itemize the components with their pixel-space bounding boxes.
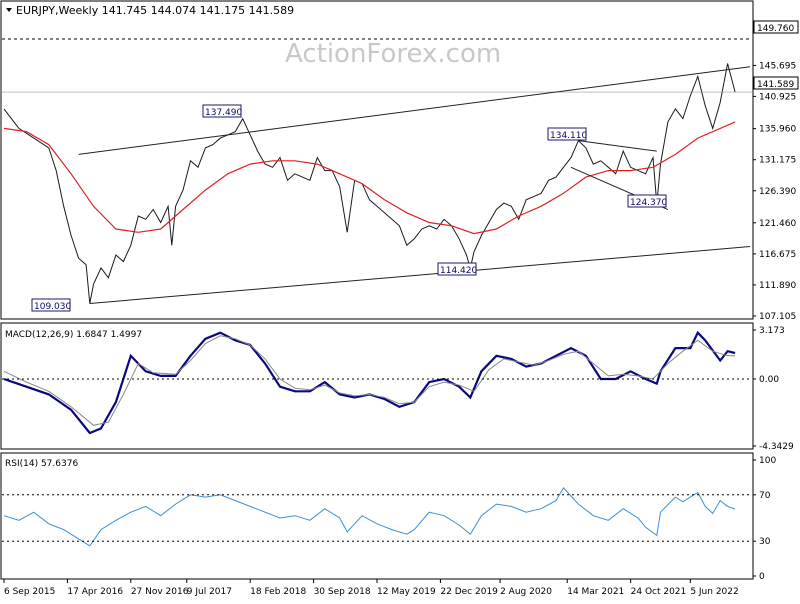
macd-plot: 3.173 0.00 -4.3429 bbox=[2, 326, 794, 452]
rsi-panel-frame bbox=[0, 452, 754, 580]
svg-text:114.420: 114.420 bbox=[440, 266, 477, 276]
y-tick-label: 70 bbox=[759, 491, 771, 501]
x-tick-label: 24 Oct 2021 bbox=[631, 587, 687, 597]
x-tick-label: 22 Dec 2019 bbox=[440, 587, 498, 597]
series-line-2-0 bbox=[3, 486, 736, 547]
y-tick-label: 145.695 bbox=[759, 61, 796, 71]
y-tick-label: 0 bbox=[759, 572, 765, 582]
svg-text:109.030: 109.030 bbox=[34, 302, 71, 312]
x-tick-label: 12 May 2019 bbox=[377, 587, 436, 597]
label-124370: 124.370 bbox=[627, 194, 667, 208]
y-tick-label: 111.890 bbox=[759, 281, 796, 291]
collapse-triangle-icon[interactable] bbox=[6, 8, 12, 12]
symbol-header: EURJPY,Weekly 141.745 144.074 141.175 14… bbox=[16, 4, 294, 17]
price-plot: 145.695 140.925 135.960 131.175 126.390 121.4… bbox=[2, 38, 796, 322]
x-tick-label: 5 Jun 2022 bbox=[690, 587, 738, 597]
series-line-0-1 bbox=[3, 121, 736, 235]
x-tick-label: 9 Jul 2017 bbox=[187, 587, 232, 597]
svg-text:137.490: 137.490 bbox=[205, 108, 242, 118]
svg-text:149.760: 149.760 bbox=[757, 24, 794, 34]
label-134110: 134.110 bbox=[547, 127, 587, 141]
channel-upper-line bbox=[78, 66, 751, 155]
y-tick-label: 3.173 bbox=[759, 326, 785, 336]
label-114420: 114.420 bbox=[437, 262, 477, 276]
y-tick-label: 107.105 bbox=[759, 312, 796, 322]
channel-lower-line bbox=[89, 246, 751, 304]
series-line-0-0 bbox=[3, 63, 736, 304]
svg-text:134.110: 134.110 bbox=[550, 131, 587, 141]
x-tick-label: 30 Sep 2018 bbox=[314, 587, 371, 597]
x-tick-label: 18 Feb 2018 bbox=[250, 587, 306, 597]
y-tick-label: 116.675 bbox=[759, 250, 796, 260]
y-tick-label: 131.175 bbox=[759, 156, 796, 166]
y-tick-label: 135.960 bbox=[759, 125, 796, 135]
macd-title: MACD(12,26,9) 1.6847 1.4997 bbox=[5, 330, 142, 340]
svg-text:124.370: 124.370 bbox=[630, 198, 667, 208]
x-tick-label: 27 Nov 2016 bbox=[131, 587, 189, 597]
x-tick-label: 17 Apr 2016 bbox=[67, 587, 123, 597]
x-tick-label: 2 Aug 2020 bbox=[500, 587, 552, 597]
triangle-upper-line bbox=[578, 140, 657, 152]
y-tick-label: 100 bbox=[759, 456, 776, 466]
y-tick-label: 140.925 bbox=[759, 92, 796, 102]
y-tick-label: 121.460 bbox=[759, 219, 796, 229]
x-tick-label: 14 Mar 2021 bbox=[567, 587, 624, 597]
y-tick-label: 0.00 bbox=[759, 375, 779, 385]
label-137490: 137.490 bbox=[202, 104, 242, 118]
y-tick-label: 30 bbox=[759, 537, 771, 547]
x-tick-label: 6 Sep 2015 bbox=[4, 587, 55, 597]
rsi-title: RSI(14) 57.6376 bbox=[5, 459, 78, 469]
watermark: ActionForex.com bbox=[285, 39, 501, 69]
series-line-1-1 bbox=[3, 335, 736, 426]
y-tick-label: -4.3429 bbox=[759, 442, 794, 452]
macd-panel-frame bbox=[0, 322, 754, 450]
label-109030: 109.030 bbox=[31, 298, 71, 312]
series-line-1-0 bbox=[3, 330, 736, 435]
rsi-plot: 100 70 30 0 6 Sep 2015 17 Apr 2016 27 Nov 2016… bbox=[2, 456, 776, 597]
current-price-label: 141.589 bbox=[753, 76, 799, 90]
level-label-149760: 149.760 bbox=[753, 20, 799, 34]
svg-text:141.589: 141.589 bbox=[757, 80, 794, 90]
y-tick-label: 126.390 bbox=[759, 187, 796, 197]
